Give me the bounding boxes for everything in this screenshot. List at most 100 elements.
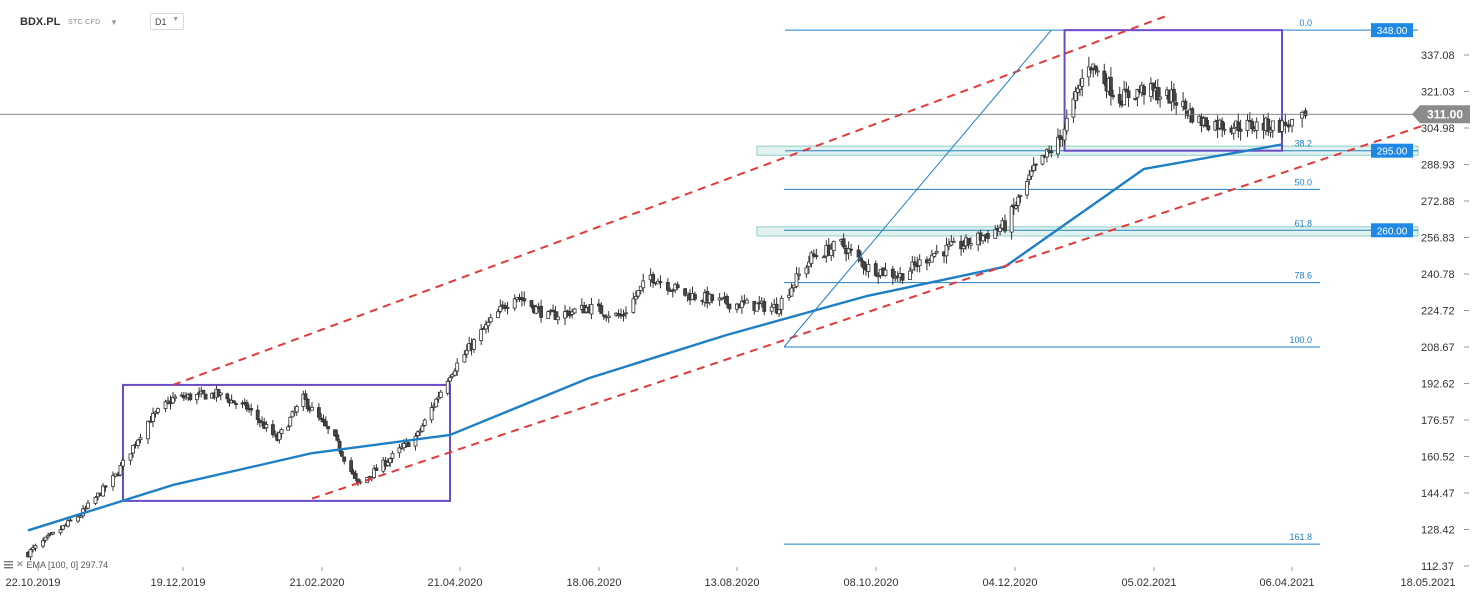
fibonacci-levels: 0.0 38.2 50.0 61.8 78.6 100.0 161.8: [784, 18, 1418, 545]
candle-body: [420, 425, 425, 432]
candle-body: [41, 540, 45, 547]
candle-body: [1056, 136, 1060, 155]
y-tick-label: 337.08: [1421, 50, 1455, 62]
y-tick-label: 256.83: [1421, 233, 1455, 245]
candle-body: [66, 520, 70, 527]
candle-body: [486, 321, 491, 327]
settings-icon[interactable]: [4, 560, 13, 569]
candle-body: [1142, 86, 1146, 96]
candle-body: [128, 453, 133, 461]
candle-body: [814, 255, 819, 258]
candle-body: [415, 431, 420, 436]
candle-body: [1280, 120, 1284, 132]
remove-indicator-icon[interactable]: ✕: [16, 559, 24, 569]
candle-body: [998, 227, 1003, 232]
market-label: STC CFD: [68, 18, 101, 26]
last-price-badge: [1412, 105, 1470, 124]
candle-body: [754, 303, 759, 312]
candle-body: [831, 241, 836, 251]
candle-body: [455, 362, 460, 372]
candle-body: [397, 447, 402, 454]
candle-body: [194, 394, 199, 401]
candle-body: [1045, 149, 1049, 158]
candle-body: [777, 309, 782, 315]
candle-body: [484, 324, 488, 330]
candle-body: [944, 244, 949, 257]
candle-body: [1016, 196, 1021, 206]
y-tick-label: 192.62: [1421, 379, 1455, 391]
candle-body: [131, 444, 135, 454]
candle-body: [693, 294, 697, 300]
candle-body: [912, 261, 917, 266]
candle-body: [890, 268, 895, 278]
candle-body: [1135, 89, 1140, 98]
y-tick-label: 208.67: [1421, 342, 1455, 354]
candle-body: [856, 249, 861, 258]
y-tick-label: 176.57: [1421, 415, 1455, 427]
candle-body: [279, 428, 284, 434]
candle-body: [641, 280, 646, 289]
candle-body: [1049, 150, 1054, 154]
candle-body: [429, 407, 434, 421]
candle-body: [1033, 163, 1038, 166]
candle-body: [422, 419, 427, 426]
candle-body: [294, 406, 299, 413]
candle-body: [58, 529, 63, 534]
candle-body: [438, 391, 443, 398]
candle-body: [529, 300, 534, 307]
candle-body: [61, 525, 65, 530]
candle-body: [136, 439, 140, 446]
trend-channel: [172, 15, 1424, 500]
candle-body: [1095, 70, 1100, 73]
candle-body: [555, 316, 560, 321]
candle-body: [596, 303, 601, 307]
candle-body: [846, 248, 851, 254]
candle-body: [138, 437, 143, 440]
candle-body: [546, 311, 551, 319]
y-tick-label: 288.93: [1421, 160, 1455, 172]
candle-body: [496, 311, 500, 318]
candle-body: [993, 229, 998, 239]
y-tick-label: 304.98: [1421, 123, 1455, 135]
candle-body: [1151, 82, 1156, 91]
candle-body: [111, 475, 115, 487]
candle-body: [638, 285, 643, 291]
x-tick-label: 22.10.2019: [5, 577, 60, 589]
timeframe-select[interactable]: D1 ▼: [150, 13, 184, 30]
x-tick-label: 21.02.2020: [289, 577, 344, 589]
candle-body: [151, 412, 155, 422]
x-tick-label: 19.12.2019: [150, 577, 205, 589]
candle-body: [621, 314, 626, 317]
candle-body: [1303, 110, 1308, 117]
candle-body: [797, 273, 801, 276]
candle-body: [434, 398, 439, 408]
candle-body: [1111, 95, 1116, 98]
candle-body: [305, 398, 310, 410]
candle-body: [1183, 100, 1188, 110]
candle-body: [1080, 77, 1085, 87]
symbol-label[interactable]: BDX.PL: [20, 16, 61, 28]
candle-body: [949, 241, 954, 246]
candle-body: [670, 289, 675, 292]
candle-body: [1172, 88, 1176, 102]
candle-body: [563, 311, 567, 319]
candle-body: [1283, 121, 1288, 126]
candle-body: [929, 254, 934, 263]
candle-body: [1031, 164, 1036, 171]
candle-body: [683, 288, 688, 296]
candle-body: [1089, 67, 1093, 71]
candle-body: [624, 312, 628, 315]
candle-body: [321, 418, 326, 423]
candle-body: [43, 536, 48, 541]
candle-body: [163, 401, 168, 409]
candle-body: [1190, 108, 1195, 123]
candle-body: [1300, 111, 1305, 119]
chevron-down-icon[interactable]: ▼: [110, 17, 118, 27]
candle-body: [1204, 117, 1208, 127]
candle-body: [841, 238, 846, 248]
fib-level-label: 100.0: [1289, 335, 1312, 345]
candle-body: [353, 473, 358, 479]
candle-body: [464, 349, 469, 355]
x-tick-label: 08.10.2020: [843, 577, 898, 589]
